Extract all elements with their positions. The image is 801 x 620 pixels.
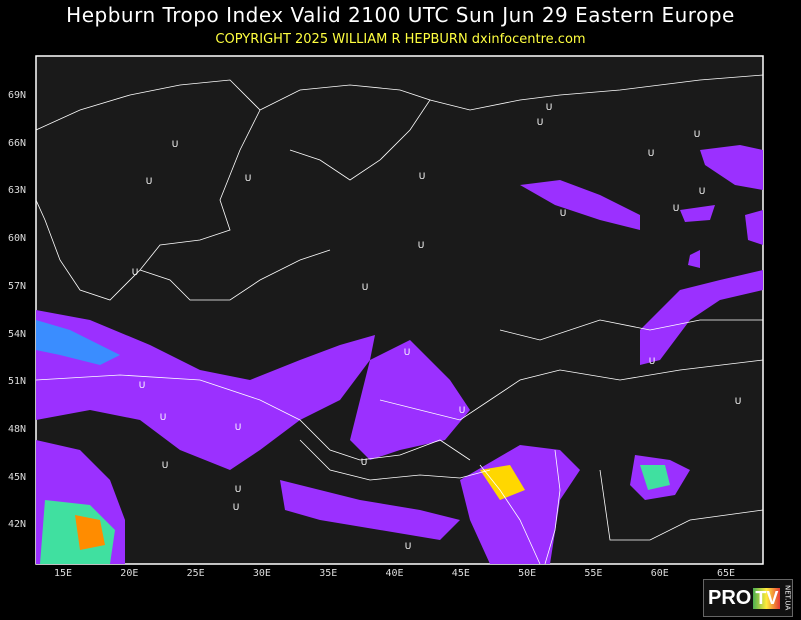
u-marker: U	[419, 172, 426, 182]
u-marker: U	[673, 204, 680, 214]
tropo-index-region	[680, 205, 715, 222]
lon-label: 30E	[252, 568, 271, 579]
logo-domain: NET.UA	[783, 585, 792, 611]
tropo-index-region	[520, 180, 640, 230]
u-marker: U	[235, 423, 242, 433]
lat-label: 69N	[8, 90, 27, 101]
tropo-index-region	[75, 515, 105, 550]
u-marker: U	[459, 406, 466, 416]
u-marker: U	[648, 149, 655, 159]
u-marker: U	[361, 458, 368, 468]
u-marker: U	[649, 357, 656, 367]
logo-tv: TV	[753, 587, 781, 609]
u-marker: U	[235, 485, 242, 495]
lon-label: 65E	[717, 568, 736, 579]
lat-label: 66N	[8, 137, 27, 149]
lat-label: 60N	[8, 233, 27, 245]
u-marker: U	[537, 118, 544, 128]
border-line	[599, 469, 763, 541]
protv-logo: PRO TV NET.UA	[703, 579, 793, 617]
u-marker: U	[160, 413, 167, 423]
lon-label: 50E	[518, 568, 537, 579]
u-marker: U	[546, 103, 553, 113]
tropo-index-region	[480, 465, 525, 500]
border-line	[479, 464, 541, 564]
tropo-index-region	[688, 250, 700, 268]
tropo-index-region	[350, 340, 470, 460]
border-line	[379, 359, 763, 421]
lon-label: 35E	[319, 568, 338, 579]
logo-pro: PRO	[708, 586, 752, 609]
lon-label: 60E	[650, 568, 669, 579]
copyright-line: COPYRIGHT 2025 WILLIAM R HEPBURN dxinfoc…	[215, 32, 586, 47]
lon-label: 25E	[186, 568, 205, 579]
lon-label: 20E	[120, 568, 139, 579]
u-marker: U	[404, 348, 411, 358]
map-title: Hepburn Tropo Index Valid 2100 UTC Sun J…	[66, 3, 735, 27]
u-marker: U	[735, 397, 742, 407]
u-marker: U	[172, 140, 179, 150]
lon-label: 40E	[385, 568, 404, 579]
tropo-index-region	[700, 145, 763, 190]
u-marker: U	[560, 209, 567, 219]
border-line	[36, 79, 261, 301]
lon-label: 15E	[54, 568, 73, 579]
u-marker: U	[405, 542, 412, 552]
lat-label: 48N	[8, 423, 27, 435]
tropo-index-region	[640, 465, 670, 490]
lat-label: 42N	[8, 519, 27, 531]
tropo-index-region	[640, 270, 763, 365]
u-marker: U	[139, 381, 146, 391]
border-line	[259, 84, 431, 181]
u-marker: U	[162, 461, 169, 471]
lat-label: 57N	[8, 280, 27, 292]
u-marker: U	[699, 187, 706, 197]
u-marker: U	[132, 268, 139, 278]
lon-label: 45E	[451, 568, 470, 579]
tropo-index-region	[36, 310, 375, 470]
lat-label: 51N	[8, 376, 27, 388]
tropo-index-region	[36, 320, 120, 365]
border-line	[429, 74, 763, 111]
lat-label: 54N	[8, 328, 27, 340]
u-marker: U	[418, 241, 425, 251]
u-marker: U	[245, 174, 252, 184]
border-line	[36, 374, 471, 461]
tropo-index-region	[280, 480, 460, 540]
u-marker: U	[362, 283, 369, 293]
lon-label: 55E	[584, 568, 603, 579]
tropo-index-region	[745, 210, 763, 245]
u-marker: U	[146, 177, 153, 187]
border-line	[299, 439, 491, 481]
u-marker: U	[694, 130, 701, 140]
border-line	[544, 449, 561, 564]
u-marker: U	[233, 503, 240, 513]
lat-label: 45N	[8, 471, 27, 483]
border-line	[139, 249, 331, 301]
border-line	[499, 319, 763, 341]
lat-label: 63N	[8, 185, 27, 197]
